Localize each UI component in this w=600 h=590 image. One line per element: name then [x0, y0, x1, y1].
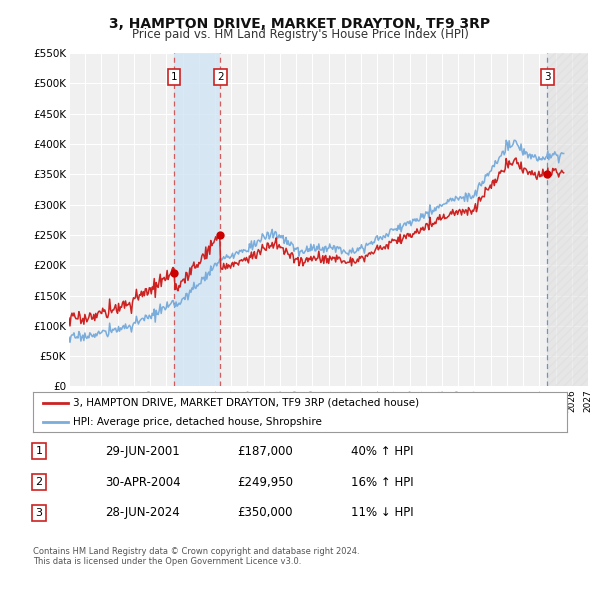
- Text: This data is licensed under the Open Government Licence v3.0.: This data is licensed under the Open Gov…: [33, 558, 301, 566]
- Text: 1: 1: [171, 73, 178, 83]
- Text: 16% ↑ HPI: 16% ↑ HPI: [351, 476, 413, 489]
- Text: 3: 3: [35, 508, 43, 517]
- Text: 2: 2: [35, 477, 43, 487]
- Text: 40% ↑ HPI: 40% ↑ HPI: [351, 445, 413, 458]
- Text: 3: 3: [544, 73, 551, 83]
- Bar: [547, 53, 588, 386]
- Text: 29-JUN-2001: 29-JUN-2001: [105, 445, 180, 458]
- Text: 30-APR-2004: 30-APR-2004: [105, 476, 181, 489]
- Text: 3, HAMPTON DRIVE, MARKET DRAYTON, TF9 3RP: 3, HAMPTON DRIVE, MARKET DRAYTON, TF9 3R…: [109, 17, 491, 31]
- Text: HPI: Average price, detached house, Shropshire: HPI: Average price, detached house, Shro…: [73, 417, 322, 427]
- Text: £187,000: £187,000: [237, 445, 293, 458]
- Text: 1: 1: [35, 447, 43, 456]
- Text: Price paid vs. HM Land Registry's House Price Index (HPI): Price paid vs. HM Land Registry's House …: [131, 28, 469, 41]
- Text: Contains HM Land Registry data © Crown copyright and database right 2024.: Contains HM Land Registry data © Crown c…: [33, 547, 359, 556]
- Text: 3, HAMPTON DRIVE, MARKET DRAYTON, TF9 3RP (detached house): 3, HAMPTON DRIVE, MARKET DRAYTON, TF9 3R…: [73, 398, 419, 408]
- Text: £350,000: £350,000: [237, 506, 293, 519]
- Text: 11% ↓ HPI: 11% ↓ HPI: [351, 506, 413, 519]
- Text: 28-JUN-2024: 28-JUN-2024: [105, 506, 180, 519]
- Text: £249,950: £249,950: [237, 476, 293, 489]
- Bar: [174, 53, 220, 386]
- Text: 2: 2: [217, 73, 224, 83]
